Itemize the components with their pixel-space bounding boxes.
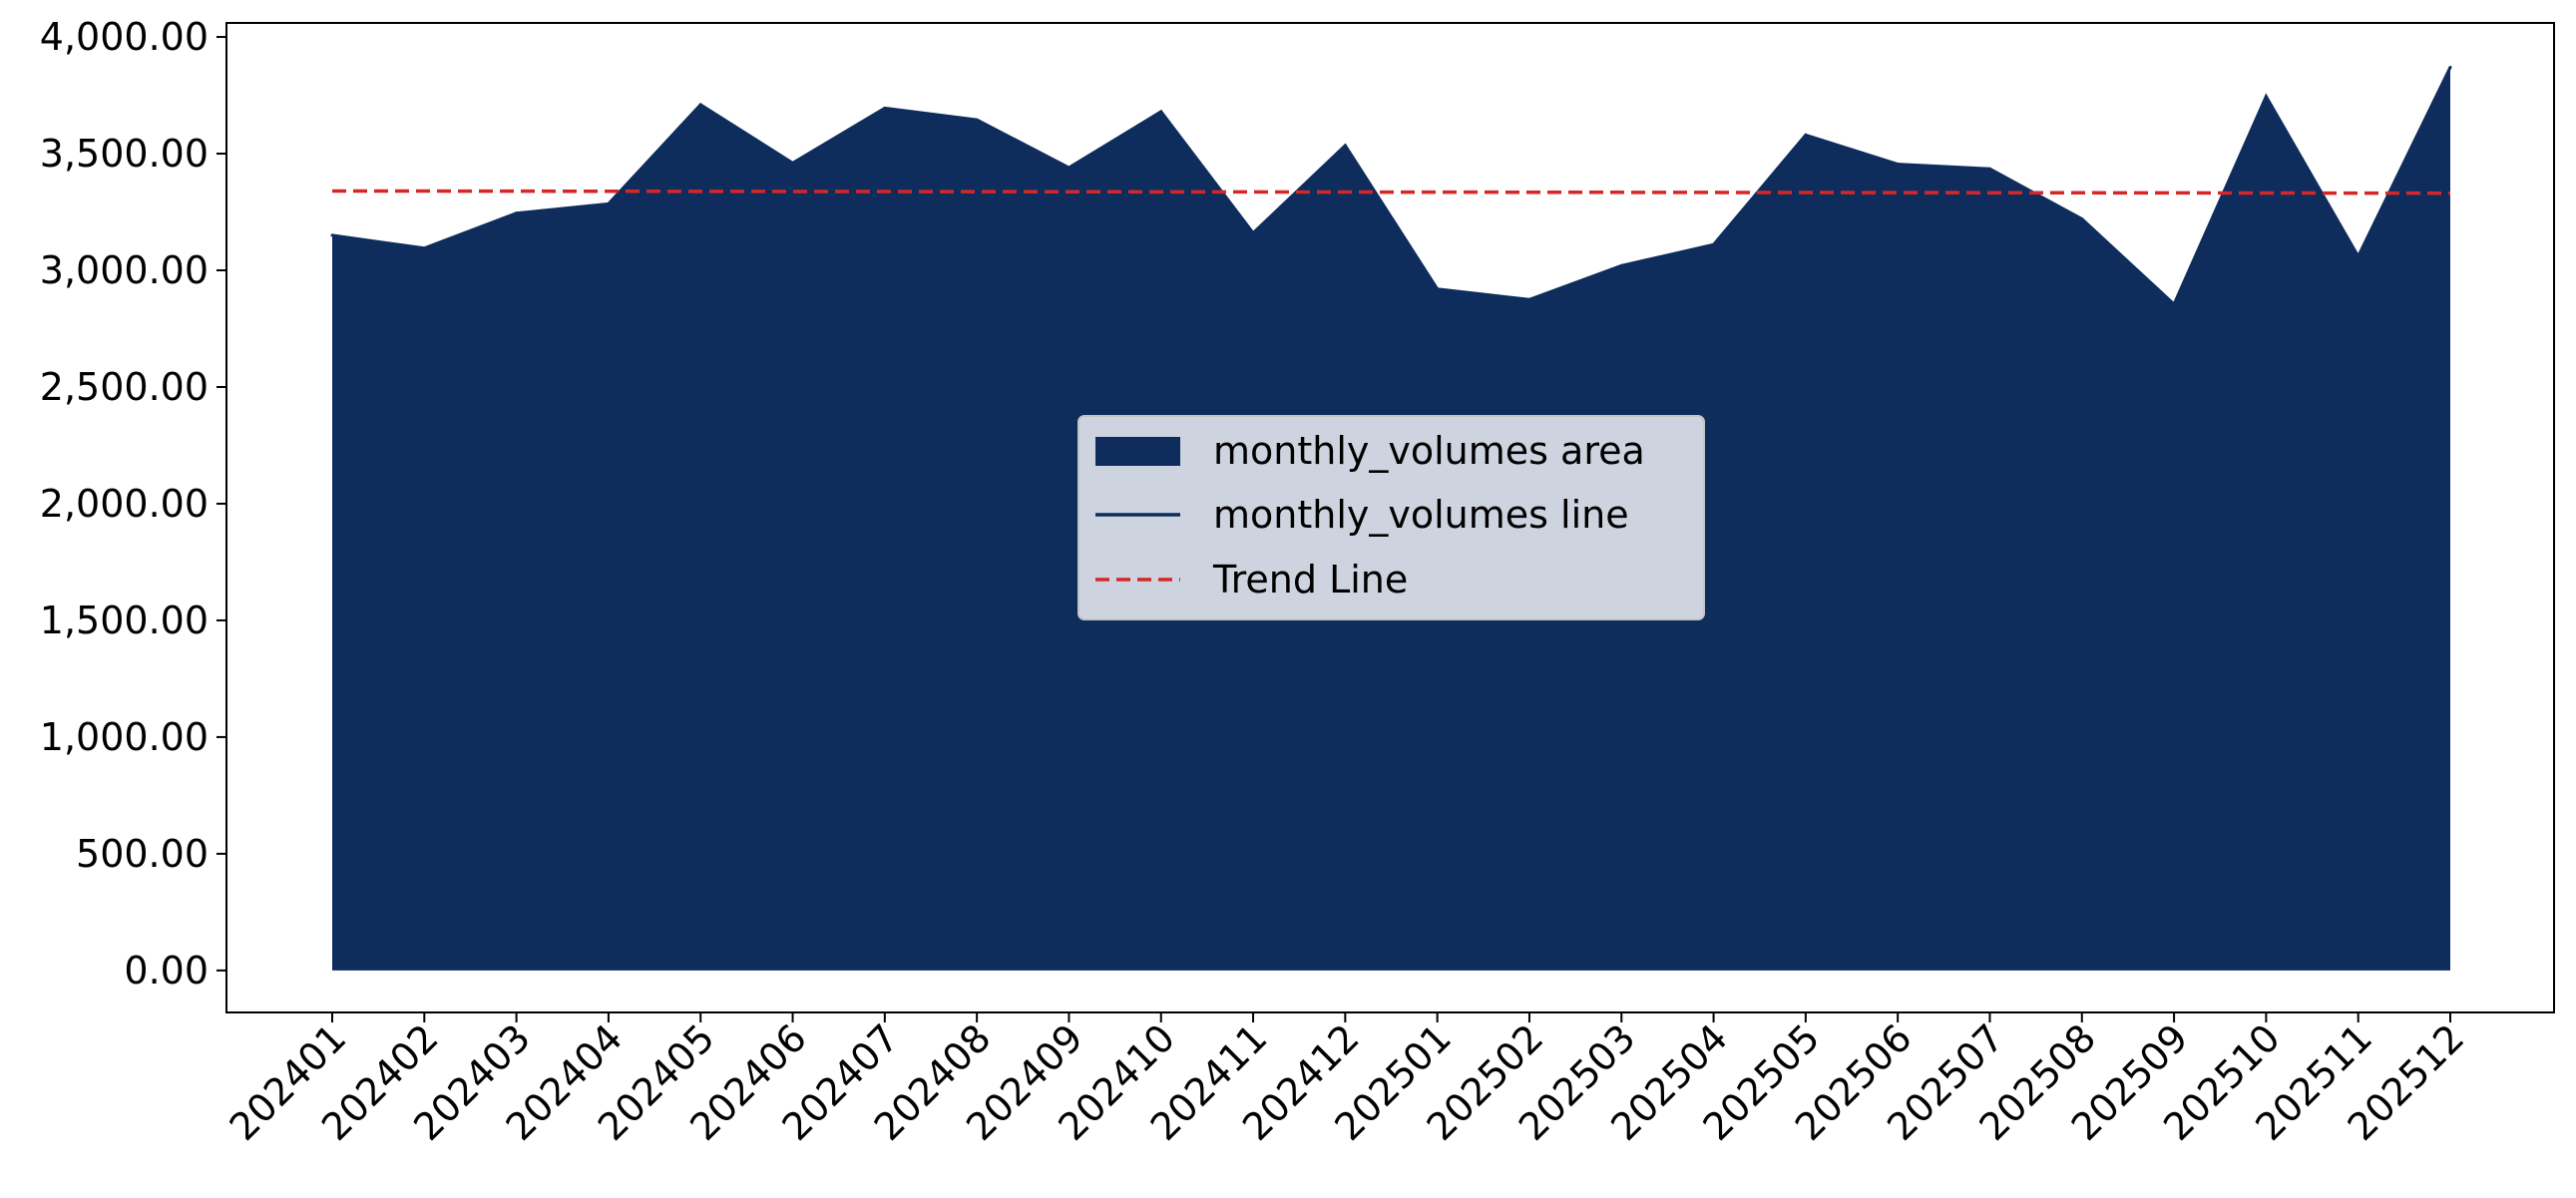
y-tick-label: 3,500.00 [40,132,209,176]
data-point [422,246,426,250]
data-point [1067,166,1071,170]
x-axis: 2024012024022024032024042024052024062024… [221,1012,2472,1149]
data-point [2264,95,2268,99]
plot-frame [225,22,2555,1013]
data-point [1804,133,1808,137]
data-point [1527,297,1531,301]
y-tick-label: 2,000.00 [40,482,209,526]
data-point [1159,110,1163,114]
y-tick-label: 4,000.00 [40,15,209,59]
data-point [607,201,611,205]
data-point [2172,302,2176,306]
data-point [1987,167,1991,171]
y-tick-label: 0.00 [124,949,209,993]
data-point [515,211,519,215]
data-point [975,118,979,122]
legend-box [1077,415,1705,620]
data-point [883,106,887,110]
y-tick-label: 500.00 [76,832,209,876]
data-point [2357,254,2361,258]
y-tick-label: 3,000.00 [40,248,209,292]
legend-label: Trend Line [1212,558,1408,601]
data-point [1619,263,1623,267]
y-axis: 0.00 500.00 1,000.00 1,500.00 2,000.00 2,500.… [40,15,226,993]
y-tick-label: 1,000.00 [40,715,209,759]
trend-line [331,189,2451,196]
data-point [2080,217,2084,221]
data-point [330,233,334,237]
data-point [1343,144,1347,148]
data-point [2448,65,2452,69]
data-point [791,161,795,165]
legend-label: monthly_volumes line [1213,493,1629,537]
data-point [698,103,702,107]
data-point [1712,242,1716,246]
data-point [1436,287,1440,291]
legend: monthly_volumes area monthly_volumes line… [1077,415,1705,620]
legend-label: monthly_volumes area [1213,429,1645,473]
y-tick-label: 2,500.00 [40,365,209,409]
y-tick-label: 1,500.00 [40,599,209,642]
series-line [331,66,2452,307]
legend-area-swatch [1095,437,1180,466]
data-point [1896,163,1900,167]
data-point [1251,231,1255,235]
